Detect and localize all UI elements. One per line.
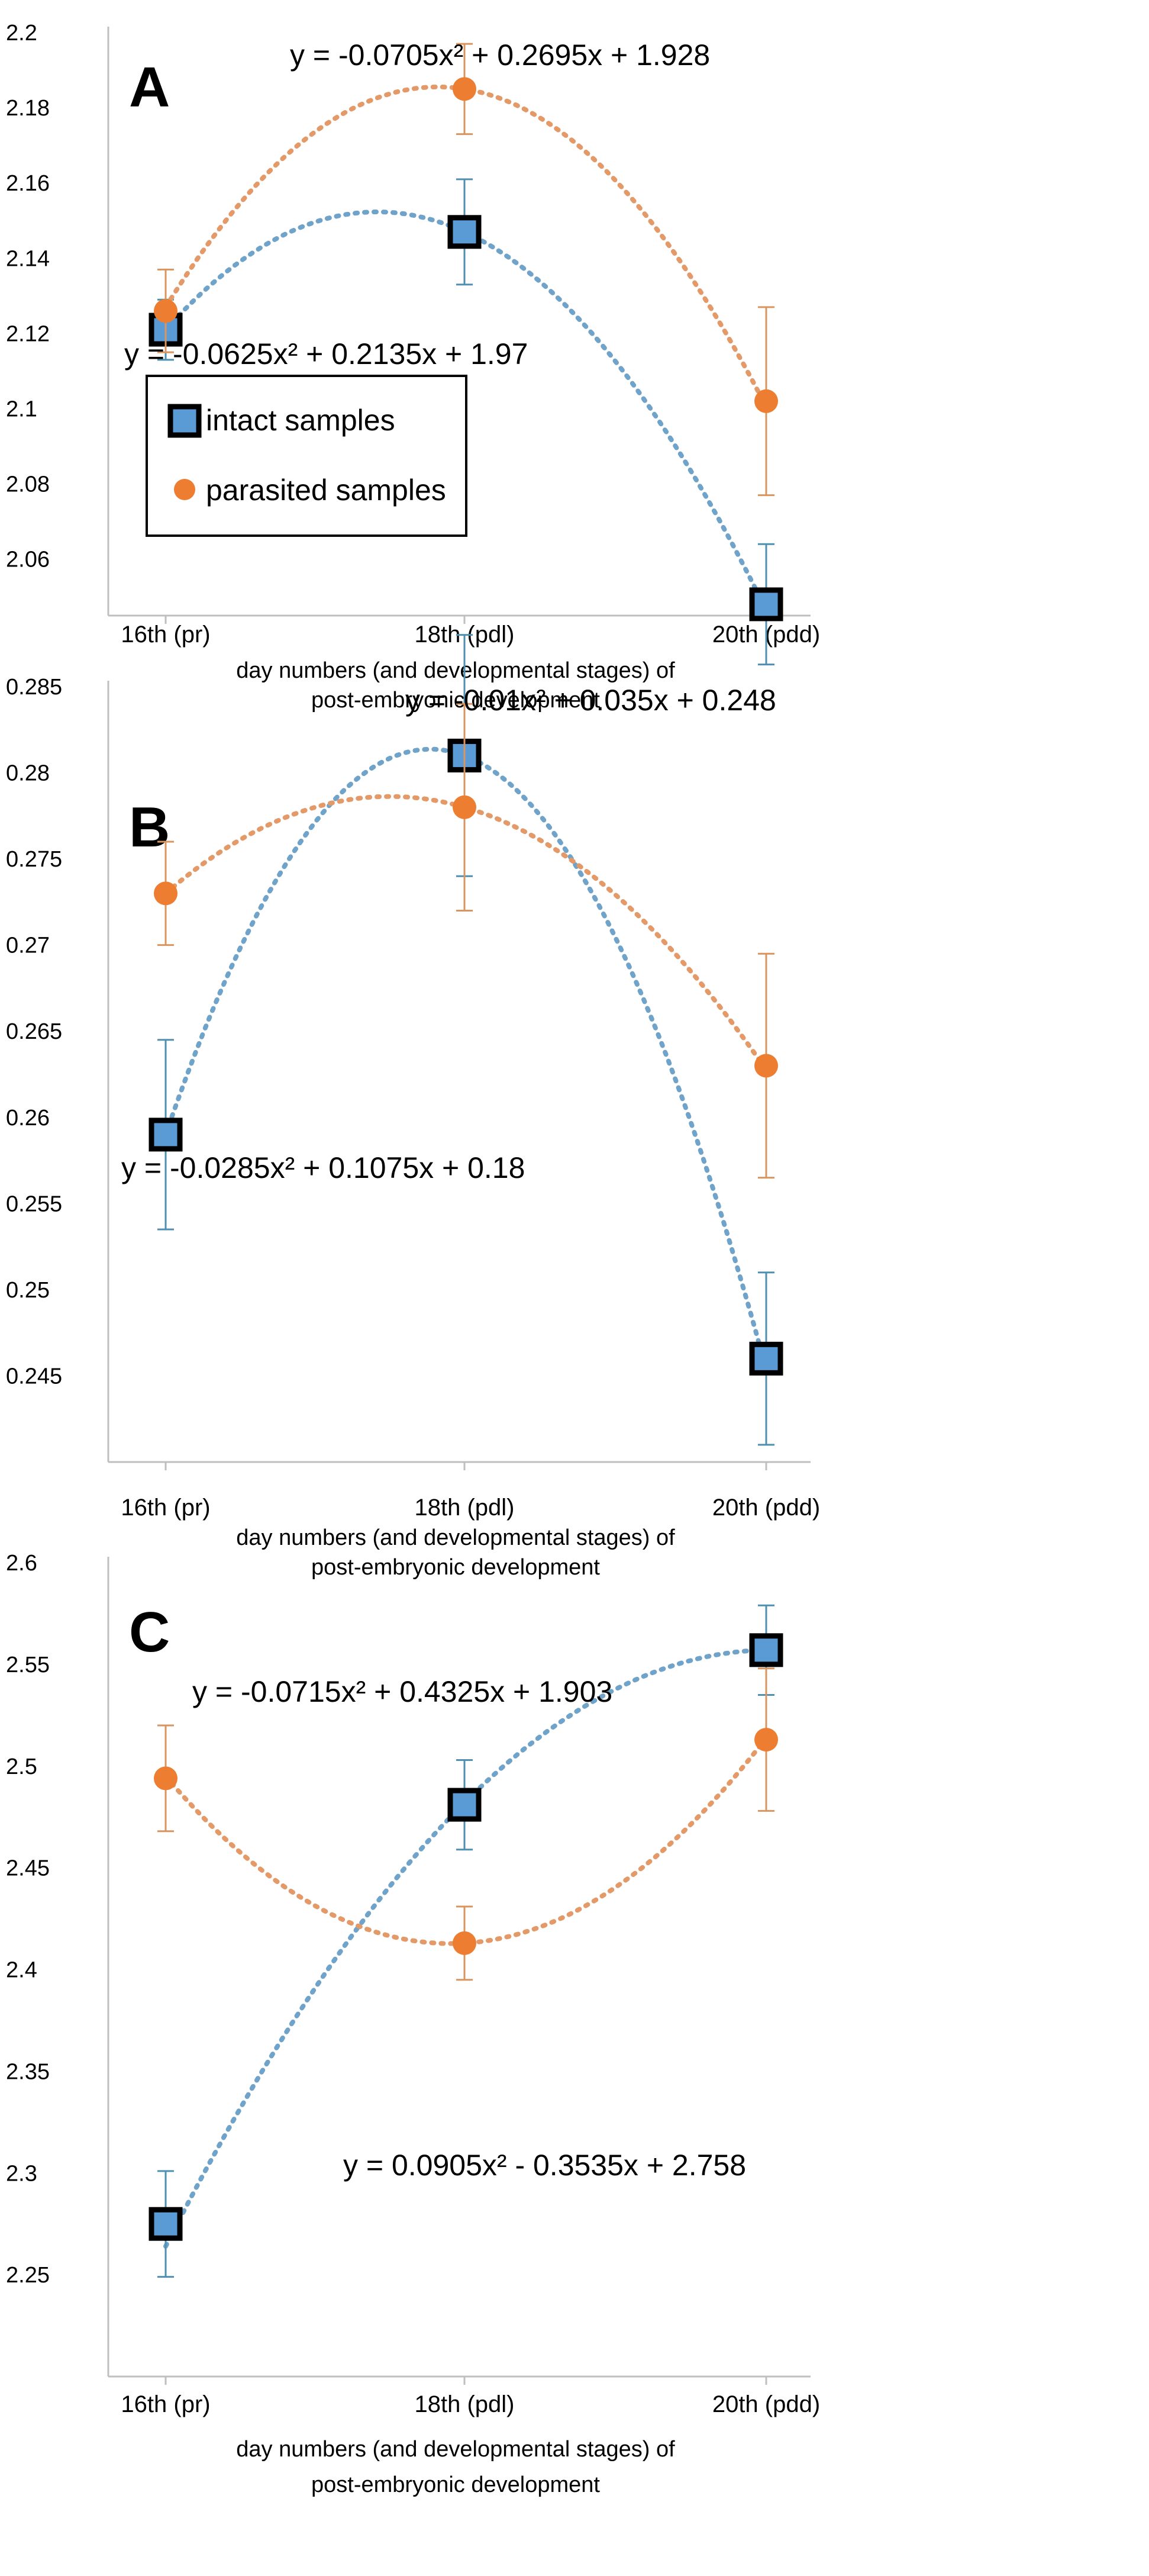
y-tick-label: 0.255 — [6, 1192, 62, 1216]
legend-label-intact: intact samples — [206, 404, 395, 437]
parasited-point — [453, 1931, 476, 1955]
y-tick-label: 0.285 — [6, 675, 62, 700]
x-axis-label-line1: day numbers (and developmental stages) o… — [236, 2437, 675, 2462]
intact-equation: y = -0.0625x² + 0.2135x + 1.97 — [124, 337, 528, 371]
x-tick-label: 16th (pr) — [121, 622, 210, 648]
y-tick-label: 2.3 — [6, 2161, 37, 2186]
x-tick-label: 18th (pdl) — [415, 2391, 515, 2417]
intact-point — [149, 2207, 183, 2241]
y-tick-label: 0.25 — [6, 1278, 50, 1303]
intact-point — [149, 1118, 183, 1152]
y-tick-label: 0.245 — [6, 1364, 62, 1389]
parasited-equation: y = 0.0905x² - 0.3535x + 2.758 — [343, 2149, 746, 2182]
parasited-equation: y = -0.01x² + 0.035x + 0.248 — [405, 684, 776, 717]
panel-label: B — [129, 796, 170, 859]
y-tick-label: 2.16 — [6, 171, 50, 196]
x-axis-label-line2: post-embryonic development — [311, 1555, 600, 1580]
y-tick-label: 2.14 — [6, 246, 50, 271]
y-tick-label: 0.27 — [6, 933, 50, 958]
parasited-point — [154, 299, 177, 323]
parasited-point — [154, 881, 177, 906]
panel-b: 0.245 0.25 0.255 0.26 0.265 0.27 0.275 0.28 0.28… — [6, 634, 820, 1580]
x-tick-label: 20th (pdd) — [712, 2391, 820, 2417]
x-axis-label-line1: day numbers (and developmental stages) o… — [236, 1525, 675, 1550]
y-tick-label: 2.6 — [6, 1551, 37, 1576]
y-tick-label: 2.45 — [6, 1856, 50, 1881]
y-tick-label: 2.5 — [6, 1754, 37, 1779]
parasited-point — [453, 77, 476, 101]
parasited-point — [754, 389, 778, 413]
y-tick-label: 2.55 — [6, 1653, 50, 1677]
x-axis-label-line2: post-embryonic development — [311, 688, 600, 713]
y-tick-label: 2.1 — [6, 397, 37, 421]
x-axis-label-line2: post-embryonic development — [311, 2472, 600, 2497]
panel-label: A — [129, 56, 170, 119]
x-tick-label: 18th (pdl) — [415, 1495, 515, 1521]
y-tick-label: 0.28 — [6, 761, 50, 786]
parasited-equation: y = -0.0705x² + 0.2695x + 1.928 — [290, 38, 710, 72]
parasited-point — [154, 1766, 177, 1791]
intact-point — [749, 1633, 783, 1667]
y-tick-label: 0.265 — [6, 1019, 62, 1044]
circle-marker-icon — [174, 479, 195, 500]
y-tick-label: 0.275 — [6, 847, 62, 872]
panels-group: 2.06 2.08 2.1 2.12 2.14 2.16 2.18 2.2 16th (pr) 1… — [6, 21, 820, 2497]
y-tick-label: 2.25 — [6, 2263, 50, 2288]
panel-label: C — [129, 1601, 170, 1664]
y-tick-label: 2.18 — [6, 96, 50, 121]
x-axis-label-line1: day numbers (and developmental stages) o… — [236, 658, 675, 683]
y-tick-label: 2.35 — [6, 2059, 50, 2084]
intact-point — [447, 215, 482, 249]
y-tick-label: 2.4 — [6, 1958, 37, 1983]
legend: intact samples parasited samples — [146, 375, 467, 537]
intact-equation: y = -0.0285x² + 0.1075x + 0.18 — [121, 1151, 525, 1184]
intact-point — [447, 1788, 482, 1822]
legend-box — [146, 375, 467, 537]
x-tick-label: 16th (pr) — [121, 1495, 210, 1521]
intact-equation: y = -0.0715x² + 0.4325x + 1.903 — [192, 1675, 612, 1708]
intact-point — [749, 587, 783, 622]
parasited-point — [754, 1728, 778, 1752]
x-tick-label: 16th (pr) — [121, 2391, 210, 2417]
y-tick-label: 2.12 — [6, 321, 50, 346]
intact-trendline — [163, 1647, 766, 2249]
intact-point — [749, 1341, 783, 1376]
y-tick-label: 2.2 — [6, 21, 37, 46]
legend-label-parasited: parasited samples — [206, 474, 446, 507]
x-tick-label: 20th (pdd) — [712, 1495, 820, 1521]
y-tick-label: 2.08 — [6, 472, 50, 497]
parasited-point — [453, 795, 476, 819]
panel-c: 2.25 2.3 2.35 2.4 2.45 2.5 2.55 2.6 16th (pr) 18t… — [6, 1551, 820, 2497]
parasited-point — [754, 1054, 778, 1078]
y-tick-label: 2.06 — [6, 548, 50, 572]
square-marker-icon — [167, 404, 202, 438]
y-tick-label: 0.26 — [6, 1106, 50, 1131]
